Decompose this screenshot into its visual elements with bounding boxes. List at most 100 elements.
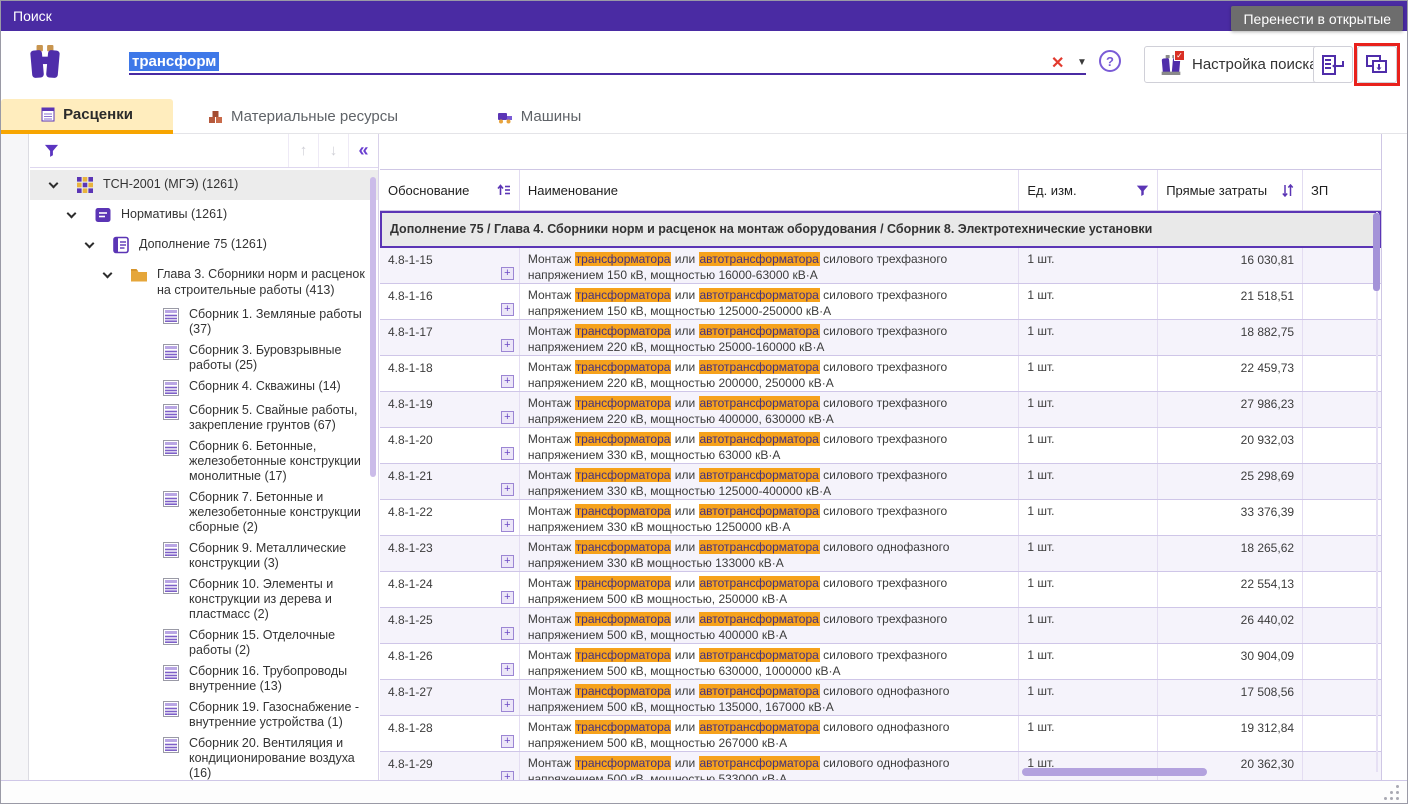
- table-row[interactable]: 4.8-1-21 + Монтаж трансформатора или авто…: [380, 464, 1381, 500]
- collection-table-icon: [163, 542, 179, 558]
- tree-item-collection[interactable]: Сборник 3. Буровзрывные работы (25): [30, 340, 378, 376]
- chevron-down-icon[interactable]: [84, 238, 98, 249]
- row-code: 4.8-1-24: [388, 577, 433, 591]
- expand-plus-icon[interactable]: +: [500, 303, 514, 316]
- table-row[interactable]: 4.8-1-20 + Монтаж трансформатора или авто…: [380, 428, 1381, 464]
- tab-machines[interactable]: Машины: [433, 99, 645, 134]
- tab-material-resources[interactable]: Материальные ресурсы: [173, 99, 433, 134]
- move-to-opened-button[interactable]: [1357, 46, 1397, 83]
- search-settings-button[interactable]: ✓ Настройка поиска: [1144, 46, 1333, 83]
- table-horizontal-scrollbar[interactable]: [1022, 768, 1207, 776]
- prev-result-button[interactable]: ↑: [288, 134, 318, 167]
- table-row[interactable]: 4.8-1-23 + Монтаж трансформатора или авто…: [380, 536, 1381, 572]
- table-row[interactable]: 4.8-1-25 + Монтаж трансформатора или авто…: [380, 608, 1381, 644]
- tree-item-label: Сборник 6. Бетонные, железобетонные конс…: [189, 439, 361, 483]
- column-header-justification[interactable]: Обоснование: [380, 170, 520, 210]
- tree-item-collection[interactable]: Сборник 19. Газоснабжение - внутренние у…: [30, 697, 378, 733]
- row-direct-costs: 19 312,84: [1158, 716, 1304, 751]
- row-zp: [1303, 284, 1381, 319]
- resize-grip[interactable]: [1381, 785, 1399, 800]
- expand-plus-icon[interactable]: +: [500, 519, 514, 532]
- search-highlight: автотрансформатора: [698, 756, 820, 770]
- table-row[interactable]: 4.8-1-28 + Монтаж трансформатора или авто…: [380, 716, 1381, 752]
- column-header-name[interactable]: Наименование: [520, 170, 1020, 210]
- expand-plus-icon[interactable]: +: [500, 483, 514, 496]
- expand-plus-icon[interactable]: +: [500, 267, 514, 280]
- tree-item-collection[interactable]: Сборник 1. Земляные работы (37): [30, 304, 378, 340]
- filter-icon[interactable]: [1136, 184, 1149, 197]
- row-name: Монтаж трансформатора или автотрансформа…: [520, 608, 1020, 643]
- expand-plus-icon[interactable]: +: [500, 447, 514, 460]
- row-direct-costs: 20 362,30: [1158, 752, 1304, 780]
- tree-scrollbar[interactable]: [370, 177, 376, 477]
- table-row[interactable]: 4.8-1-16 + Монтаж трансформатора или авто…: [380, 284, 1381, 320]
- table-row[interactable]: 4.8-1-26 + Монтаж трансформатора или авто…: [380, 644, 1381, 680]
- expand-plus-icon[interactable]: +: [500, 339, 514, 352]
- expand-plus-icon[interactable]: +: [500, 735, 514, 748]
- row-zp: [1303, 680, 1381, 715]
- row-zp: [1303, 320, 1381, 355]
- collection-table-icon: [163, 380, 179, 396]
- row-name: Монтаж трансформатора или автотрансформа…: [520, 428, 1020, 463]
- tree-item-collection[interactable]: Сборник 7. Бетонные и железобетонные кон…: [30, 487, 378, 538]
- tree-item-collection[interactable]: Сборник 4. Скважины (14): [30, 376, 378, 400]
- search-highlight: трансформатора: [574, 324, 672, 338]
- expand-plus-icon[interactable]: +: [500, 411, 514, 424]
- tree-item-collection[interactable]: Сборник 20. Вентиляция и кондиционирован…: [30, 733, 378, 780]
- table-row[interactable]: 4.8-1-19 + Монтаж трансформатора или авто…: [380, 392, 1381, 428]
- row-zp: [1303, 572, 1381, 607]
- search-input[interactable]: трансформ: [129, 49, 1086, 75]
- tree-item-collection[interactable]: Сборник 6. Бетонные, железобетонные конс…: [30, 436, 378, 487]
- sort-asc-icon[interactable]: [497, 184, 511, 196]
- table-row[interactable]: 4.8-1-17 + Монтаж трансформатора или авто…: [380, 320, 1381, 356]
- collapse-panel-icon[interactable]: «: [348, 134, 378, 167]
- expand-plus-icon[interactable]: +: [500, 699, 514, 712]
- expand-plus-icon[interactable]: +: [500, 375, 514, 388]
- tree-item-collection[interactable]: Сборник 9. Металлические конструкции (3): [30, 538, 378, 574]
- tree-item-collection[interactable]: Сборник 16. Трубопроводы внутренние (13): [30, 661, 378, 697]
- chevron-down-icon[interactable]: [48, 178, 62, 189]
- insert-into-document-button[interactable]: [1313, 46, 1353, 83]
- tab-rates[interactable]: Расценки: [1, 99, 173, 134]
- filter-icon[interactable]: [44, 143, 59, 158]
- tree-item-normatives[interactable]: Нормативы (1261): [30, 200, 378, 230]
- tree-item-collection[interactable]: Сборник 5. Свайные работы, закрепление г…: [30, 400, 378, 436]
- tree-item-chapter-3[interactable]: Глава 3. Сборники норм и расценок на стр…: [30, 260, 378, 304]
- search-highlight: автотрансформатора: [698, 324, 820, 338]
- sort-updown-icon[interactable]: [1281, 183, 1294, 197]
- catalog-tree-panel: ↑ ↓ « ТСН-2001 (МГЭ) (1261) Нормативы (1…: [30, 134, 379, 780]
- column-header-zp[interactable]: ЗП: [1311, 182, 1329, 198]
- expand-plus-icon[interactable]: +: [500, 771, 514, 780]
- row-direct-costs: 18 265,62: [1158, 536, 1304, 571]
- search-highlight: трансформатора: [574, 432, 672, 446]
- expand-plus-icon[interactable]: +: [500, 555, 514, 568]
- table-row[interactable]: 4.8-1-18 + Монтаж трансформатора или авто…: [380, 356, 1381, 392]
- chevron-down-icon[interactable]: [66, 208, 80, 219]
- tree-item-database[interactable]: ТСН-2001 (МГЭ) (1261): [30, 170, 378, 200]
- search-history-dropdown-icon[interactable]: ▼: [1077, 57, 1087, 68]
- tree-item-collection[interactable]: Сборник 10. Элементы и конструкции из де…: [30, 574, 378, 625]
- expand-plus-icon[interactable]: +: [500, 627, 514, 640]
- group-header-row[interactable]: Дополнение 75 / Глава 4. Сборники норм и…: [380, 211, 1381, 248]
- help-icon[interactable]: ?: [1099, 50, 1121, 72]
- row-zp: [1303, 392, 1381, 427]
- tree-item-supplement-75[interactable]: Дополнение 75 (1261): [30, 230, 378, 260]
- table-row[interactable]: 4.8-1-29 + Монтаж трансформатора или авто…: [380, 752, 1381, 780]
- chevron-down-icon[interactable]: [102, 268, 116, 279]
- table-row[interactable]: 4.8-1-27 + Монтаж трансформатора или авто…: [380, 680, 1381, 716]
- expand-plus-icon[interactable]: +: [500, 663, 514, 676]
- next-result-button[interactable]: ↓: [318, 134, 348, 167]
- tree-item-collection[interactable]: Сборник 15. Отделочные работы (2): [30, 625, 378, 661]
- table-row[interactable]: 4.8-1-15 + Монтаж трансформатора или авто…: [380, 248, 1381, 284]
- table-row[interactable]: 4.8-1-22 + Монтаж трансформатора или авто…: [380, 500, 1381, 536]
- tree-item-label: Сборник 15. Отделочные работы (2): [189, 628, 336, 657]
- table-row[interactable]: 4.8-1-24 + Монтаж трансформатора или авто…: [380, 572, 1381, 608]
- search-highlight: трансформатора: [574, 648, 672, 662]
- clear-search-icon[interactable]: ✕: [1051, 55, 1065, 72]
- expand-plus-icon[interactable]: +: [500, 591, 514, 604]
- table-vertical-scrollbar[interactable]: [1373, 213, 1380, 291]
- row-direct-costs: 33 376,39: [1158, 500, 1304, 535]
- column-header-unit[interactable]: Ед. изм.: [1019, 170, 1159, 210]
- insert-into-document-icon: [1322, 54, 1344, 75]
- column-header-direct-costs[interactable]: Прямые затраты: [1158, 170, 1304, 210]
